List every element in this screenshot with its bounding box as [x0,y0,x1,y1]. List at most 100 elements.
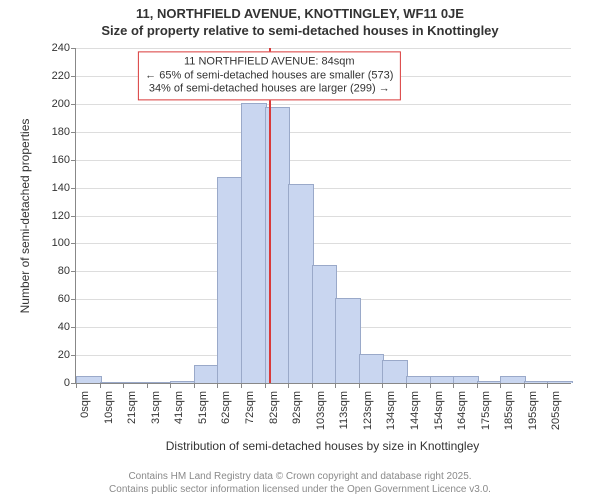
gridline [76,243,571,244]
y-tick-label: 40 [58,321,70,333]
x-tick-label: 31sqm [150,391,162,424]
y-tick [71,188,76,189]
gridline [76,216,571,217]
gridline [76,104,571,105]
x-tick-label: 21sqm [126,391,138,424]
y-tick-label: 0 [64,377,70,389]
x-tick-label: 205sqm [550,391,562,430]
histogram-bar [477,381,503,383]
y-tick-label: 180 [52,126,70,138]
y-tick-label: 140 [52,182,70,194]
x-tick [524,383,525,388]
y-tick-label: 220 [52,70,70,82]
x-axis-label: Distribution of semi-detached houses by … [166,439,480,453]
x-tick-label: 144sqm [409,391,421,430]
x-tick [453,383,454,388]
y-tick-label: 80 [58,265,70,277]
histogram-bar [382,360,408,383]
x-tick [76,383,77,388]
histogram-bar [359,354,385,383]
histogram-bar [194,365,220,383]
gridline [76,188,571,189]
attribution-footer: Contains HM Land Registry data © Crown c… [0,471,600,496]
annotation-box: 11 NORTHFIELD AVENUE: 84sqm← 65% of semi… [138,51,400,100]
title-line-2: Size of property relative to semi-detach… [0,23,600,40]
footer-line-2: Contains public sector information licen… [0,484,600,497]
x-tick-label: 82sqm [268,391,280,424]
y-tick-label: 100 [52,237,70,249]
y-tick-label: 240 [52,42,70,54]
y-tick-label: 120 [52,210,70,222]
histogram-bar [100,382,126,383]
x-tick [430,383,431,388]
y-tick [71,48,76,49]
x-tick [100,383,101,388]
y-tick-label: 60 [58,293,70,305]
plot-area: 0204060801001201401601802002202400sqm10s… [75,48,571,384]
histogram-bar [288,184,314,383]
x-tick-label: 0sqm [79,391,91,418]
histogram-bar [547,381,573,383]
x-tick-label: 175sqm [480,391,492,430]
footer-line-1: Contains HM Land Registry data © Crown c… [0,471,600,484]
histogram-bar [453,376,479,383]
histogram-bar [76,376,102,383]
gridline [76,160,571,161]
gridline [76,48,571,49]
x-tick-label: 123sqm [362,391,374,430]
histogram-bar [406,376,432,383]
annotation-line: 11 NORTHFIELD AVENUE: 84sqm [145,55,393,69]
y-tick [71,327,76,328]
y-tick [71,132,76,133]
x-tick [312,383,313,388]
x-tick-label: 134sqm [385,391,397,430]
x-tick [500,383,501,388]
y-tick [71,299,76,300]
x-tick [359,383,360,388]
x-tick-label: 72sqm [244,391,256,424]
x-tick [288,383,289,388]
x-tick [335,383,336,388]
x-tick-label: 92sqm [291,391,303,424]
x-tick-label: 41sqm [173,391,185,424]
x-tick-label: 164sqm [456,391,468,430]
annotation-line: ← 65% of semi-detached houses are smalle… [145,69,393,83]
annotation-line: 34% of semi-detached houses are larger (… [145,83,393,97]
x-tick [406,383,407,388]
chart-title: 11, NORTHFIELD AVENUE, KNOTTINGLEY, WF11… [0,6,600,40]
y-tick-label: 20 [58,349,70,361]
x-tick [477,383,478,388]
x-tick-label: 103sqm [315,391,327,430]
histogram-bar [524,381,550,383]
x-tick [123,383,124,388]
x-tick-label: 185sqm [503,391,515,430]
y-tick [71,104,76,105]
y-tick [71,243,76,244]
y-tick [71,160,76,161]
y-tick-label: 200 [52,98,70,110]
x-tick-label: 10sqm [103,391,115,424]
x-tick [147,383,148,388]
x-tick-label: 195sqm [527,391,539,430]
x-tick-label: 154sqm [433,391,445,430]
title-line-1: 11, NORTHFIELD AVENUE, KNOTTINGLEY, WF11… [0,6,600,23]
histogram-bar [430,376,456,383]
x-tick [547,383,548,388]
histogram-bar [312,265,338,383]
histogram-bar [123,382,149,383]
x-tick [241,383,242,388]
x-tick-label: 62sqm [220,391,232,424]
x-tick [217,383,218,388]
histogram-bar [147,382,173,383]
y-tick [71,216,76,217]
x-tick [265,383,266,388]
y-tick [71,76,76,77]
y-tick [71,271,76,272]
y-tick-label: 160 [52,154,70,166]
gridline [76,132,571,133]
y-tick [71,355,76,356]
histogram-bar [241,103,267,383]
x-tick [382,383,383,388]
y-axis-label: Number of semi-detached properties [18,118,32,313]
histogram-bar [170,381,196,383]
